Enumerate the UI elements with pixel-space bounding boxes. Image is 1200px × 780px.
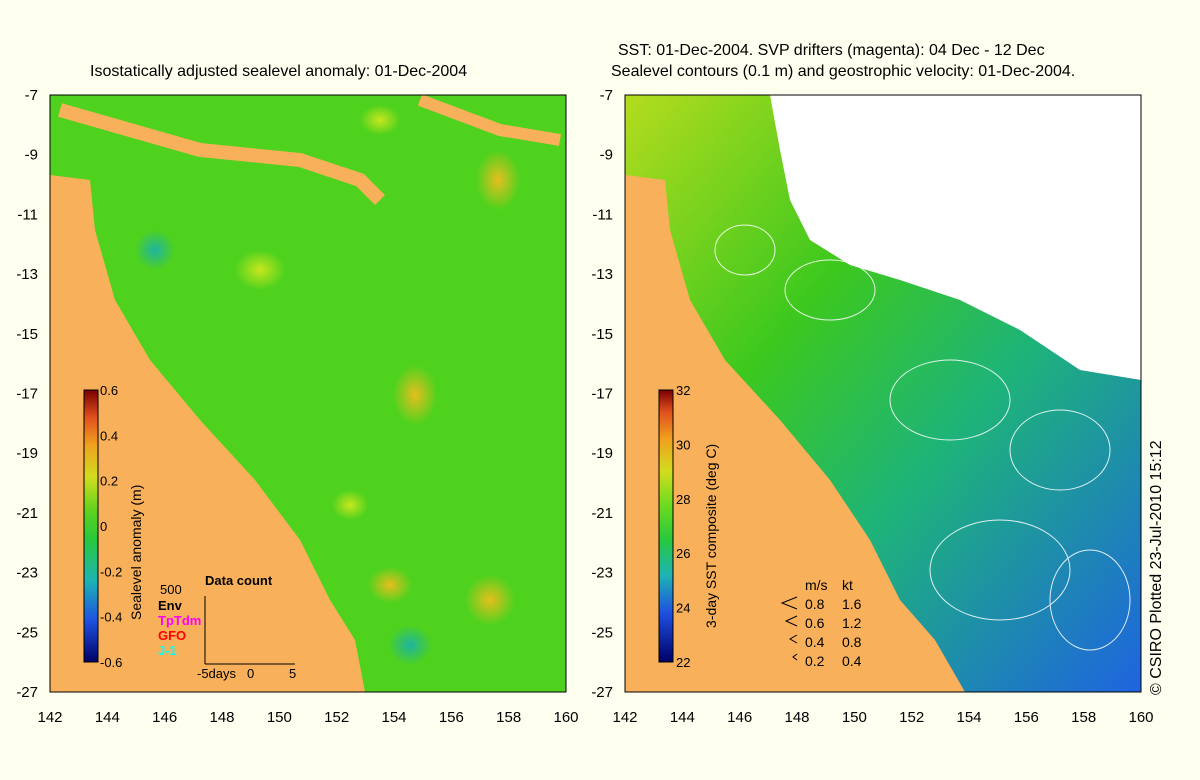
velocity-legend-header-kt: kt	[842, 577, 853, 593]
left-y-tick: -13	[16, 266, 38, 283]
data-count-legend-item: J-1	[158, 643, 177, 658]
right-map-frame	[624, 94, 1142, 693]
sla-colorbar-tick: 0.4	[100, 428, 118, 443]
left-x-tick: 154	[381, 709, 406, 726]
left-x-tick: 144	[95, 709, 120, 726]
data-count-legend-item: TpTdm	[158, 613, 202, 628]
velocity-ms: 0.2	[805, 653, 825, 669]
sst-colorbar	[658, 389, 674, 663]
right-no-data-region	[770, 95, 1141, 380]
velocity-ms: 0.8	[805, 596, 825, 612]
right-map-title-line1: SST: 01-Dec-2004. SVP drifters (magenta)…	[618, 42, 1045, 59]
data-count-axis-label: 0	[247, 666, 255, 681]
data-count-legend-item: GFO	[158, 628, 187, 643]
right-x-tick: 160	[1128, 709, 1153, 726]
velocity-kt: 0.4	[842, 653, 862, 669]
sst-colorbar-tick: 28	[676, 492, 690, 507]
right-x-tick: 156	[1014, 709, 1039, 726]
sla-colorbar-tick: -0.4	[100, 610, 122, 625]
data-count-legend-item: Env	[158, 598, 182, 613]
velocity-ms: 0.6	[805, 615, 825, 631]
data-count-chart	[204, 596, 295, 665]
left-y-tick: -25	[16, 624, 38, 641]
right-y-tick: -17	[591, 386, 613, 403]
left-x-tick: 150	[267, 709, 292, 726]
right-y-tick: -21	[591, 505, 613, 522]
sla-colorbar-tick: 0.6	[100, 383, 118, 398]
right-x-tick: 148	[784, 709, 809, 726]
right-y-tick: -25	[591, 624, 613, 641]
left-x-tick: 160	[553, 709, 578, 726]
left-x-tick: 152	[324, 709, 349, 726]
sst-colorbar-tick: 30	[676, 437, 690, 452]
right-map-title-line2: Sealevel contours (0.1 m) and geostrophi…	[611, 63, 1076, 80]
left-y-tick: -21	[16, 505, 38, 522]
data-count-title: Data count	[205, 573, 273, 588]
left-x-tick: 148	[209, 709, 234, 726]
right-y-tick: -23	[591, 565, 613, 582]
left-y-tick: -9	[25, 147, 38, 164]
velocity-legend-header-ms: m/s	[805, 577, 828, 593]
velocity-legend-row: 0.4 0.8	[805, 633, 861, 652]
sla-colorbar-tick: 0.2	[100, 474, 118, 489]
right-x-tick: 150	[842, 709, 867, 726]
right-x-tick: 154	[956, 709, 981, 726]
data-count-axis-label: 5	[289, 666, 297, 681]
right-y-tick: -27	[591, 684, 613, 701]
sst-colorbar-tick: 32	[676, 383, 690, 398]
sla-colorbar-tick: -0.6	[100, 655, 122, 670]
left-y-tick: -19	[16, 445, 38, 462]
sla-colorbar-label: Sealevel anomaly (m)	[128, 484, 144, 620]
velocity-legend-row: 0.8 1.6	[805, 595, 861, 614]
data-count-max: 500	[160, 582, 182, 597]
velocity-legend-arrows	[780, 596, 798, 661]
left-map	[50, 95, 566, 692]
right-x-tick: 144	[670, 709, 695, 726]
sla-colorbar	[83, 389, 99, 663]
left-x-tick: 146	[152, 709, 177, 726]
right-y-tick: -15	[591, 326, 613, 343]
right-y-tick: -13	[591, 266, 613, 283]
data-count-axis-label: -5days	[197, 666, 237, 681]
left-map-title: Isostatically adjusted sealevel anomaly:…	[90, 63, 468, 80]
left-y-tick: -7	[25, 87, 38, 104]
left-y-tick: -15	[16, 326, 38, 343]
sst-colorbar-tick: 24	[676, 601, 690, 616]
left-map-frame	[49, 94, 567, 693]
data-count-legend: Env TpTdm GFO J-1	[158, 598, 201, 658]
velocity-legend: 0.8 1.6 0.6 1.2 0.4 0.8 0.2 0.4	[805, 595, 861, 671]
right-y-tick: -11	[592, 206, 613, 223]
data-count-axis: -5days 0 5	[197, 666, 307, 682]
velocity-ms: 0.4	[805, 634, 825, 650]
velocity-kt: 1.6	[842, 596, 862, 612]
left-x-tick: 158	[496, 709, 521, 726]
left-y-tick: -17	[16, 386, 38, 403]
sst-colorbar-tick: 22	[676, 655, 690, 670]
right-x-tick: 142	[612, 709, 637, 726]
right-y-tick: -19	[591, 445, 613, 462]
sst-colorbar-label: 3-day SST composite (deg C)	[703, 443, 719, 628]
velocity-legend-row: 0.2 0.4	[805, 652, 861, 671]
sealevel-contours	[714, 224, 1131, 651]
credit-text: © CSIRO Plotted 23-Jul-2010 15:12	[1148, 440, 1165, 695]
velocity-legend-row: 0.6 1.2	[805, 614, 861, 633]
velocity-kt: 0.8	[842, 634, 862, 650]
sst-colorbar-tick: 26	[676, 546, 690, 561]
right-y-tick: -9	[600, 147, 613, 164]
right-map	[625, 95, 1141, 692]
left-x-tick: 142	[37, 709, 62, 726]
left-x-tick: 156	[439, 709, 464, 726]
left-y-tick: -23	[16, 565, 38, 582]
left-ocean	[50, 95, 566, 692]
right-x-tick: 152	[899, 709, 924, 726]
velocity-kt: 1.2	[842, 615, 862, 631]
sla-colorbar-tick: -0.2	[100, 564, 122, 579]
left-y-tick: -11	[17, 206, 38, 223]
left-y-tick: -27	[16, 684, 38, 701]
right-y-tick: -7	[600, 87, 613, 104]
right-x-tick: 146	[727, 709, 752, 726]
sla-colorbar-tick: 0	[100, 519, 107, 534]
right-x-tick: 158	[1071, 709, 1096, 726]
